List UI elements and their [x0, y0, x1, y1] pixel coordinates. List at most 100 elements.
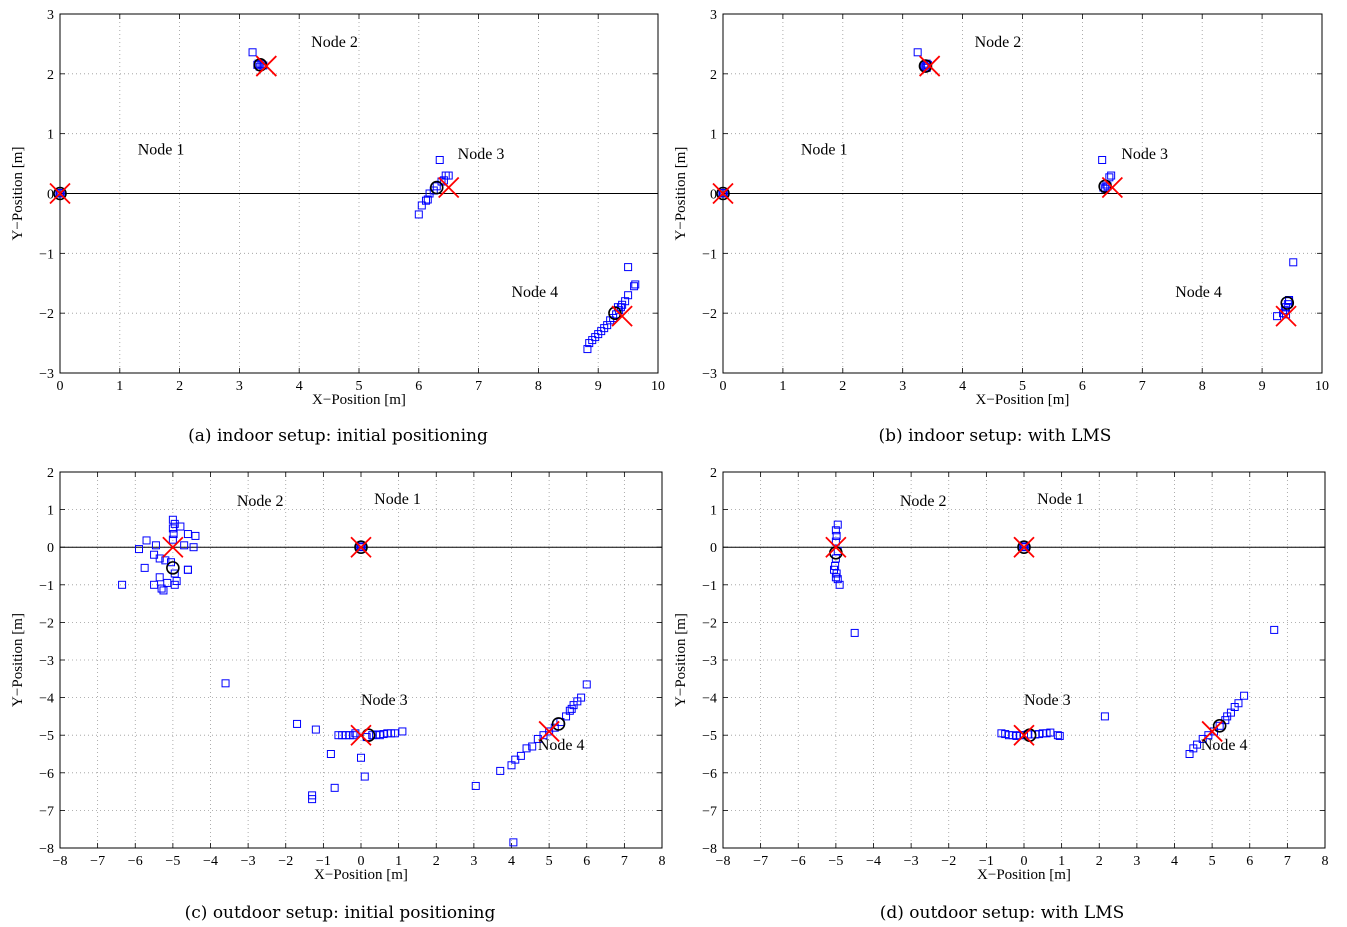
estimate-marker: [850, 628, 859, 637]
estimate-marker: [221, 679, 230, 688]
estimate-marker: [577, 693, 586, 702]
x-tick-label: −1: [316, 854, 331, 869]
y-tick-label: −1: [702, 579, 717, 594]
panel-d: (d) outdoor setup: with LMS −8 −7 −6 −5 −4 −3…: [673, 466, 1329, 923]
y-tick-label: 1: [710, 504, 717, 519]
y-tick-label: −2: [702, 307, 717, 322]
node-label: Node 3: [1024, 692, 1071, 709]
mean-estimate-marker: [608, 306, 622, 320]
y-tick-label: 3: [710, 8, 717, 23]
x-tick-label: 1: [1058, 854, 1065, 869]
estimate-marker: [248, 48, 257, 57]
x-tick-label: −6: [128, 854, 143, 869]
estimate-marker: [135, 545, 144, 554]
node-label: Node 4: [1175, 284, 1222, 301]
x-tick-label: −2: [278, 854, 293, 869]
y-axis-label: Y−Position [m]: [10, 147, 26, 241]
node-label: Node 1: [374, 491, 421, 508]
true-position-marker: [1101, 176, 1123, 199]
x-tick-label: 8: [659, 854, 666, 869]
caption-b: (b) indoor setup: with LMS: [879, 426, 1112, 446]
estimate-marker: [567, 704, 576, 713]
node-label: Node 3: [1121, 146, 1168, 163]
y-tick-label: 2: [710, 466, 717, 481]
x-tick-label: 7: [1139, 379, 1146, 394]
estimate-marker: [170, 519, 179, 528]
y-tick-label: −3: [39, 654, 54, 669]
x-tick-label: −5: [828, 854, 843, 869]
estimate-marker: [1234, 699, 1243, 708]
estimate-marker: [832, 531, 841, 540]
y-tick-label: 0: [47, 188, 54, 203]
estimate-marker: [390, 729, 399, 738]
estimate-marker: [594, 330, 603, 339]
estimate-marker: [583, 345, 592, 354]
estimate-marker: [150, 580, 159, 589]
x-tick-label: 8: [1322, 854, 1329, 869]
y-tick-label: 1: [710, 128, 717, 143]
estimate-marker: [168, 535, 177, 544]
x-tick-label: 4: [959, 379, 966, 394]
estimate-marker: [1240, 691, 1249, 700]
estimate-marker: [528, 742, 537, 751]
y-tick-label: −8: [39, 842, 54, 857]
estimate-marker: [1098, 155, 1107, 164]
true-position-marker: [1201, 720, 1223, 743]
x-tick-label: 4: [296, 379, 303, 394]
estimate-marker: [57, 188, 66, 197]
x-tick-label: 0: [720, 379, 727, 394]
estimate-marker: [603, 321, 612, 330]
y-tick-label: −4: [702, 692, 717, 707]
estimate-marker: [176, 522, 185, 531]
x-tick-label: 1: [116, 379, 123, 394]
estimate-marker: [920, 61, 929, 70]
estimate-marker: [833, 520, 842, 529]
true-position-marker: [1275, 305, 1297, 327]
estimate-marker: [360, 772, 369, 781]
estimate-marker: [631, 280, 640, 289]
x-tick-label: −7: [90, 854, 105, 869]
estimate-marker: [55, 189, 64, 198]
x-tick-label: 6: [1079, 379, 1086, 394]
estimate-marker: [585, 339, 594, 348]
estimate-marker: [471, 781, 480, 790]
true-position-marker: [255, 55, 277, 77]
estimate-marker: [1100, 712, 1109, 721]
caption-c: (c) outdoor setup: initial positioning: [185, 903, 496, 923]
y-axis-label: Y−Position [m]: [673, 613, 689, 707]
x-tick-label: 6: [583, 854, 590, 869]
node-label: Node 2: [975, 34, 1022, 51]
estimate-marker: [522, 744, 531, 753]
x-tick-label: 7: [621, 854, 628, 869]
mean-estimate-marker: [1017, 540, 1031, 555]
estimate-marker: [831, 537, 840, 546]
y-tick-label: 1: [47, 128, 54, 143]
y-tick-label: 2: [47, 68, 54, 83]
plot-frame: [59, 471, 663, 849]
y-tick-label: −3: [39, 367, 54, 382]
estimate-marker: [516, 751, 525, 760]
node-label: Node 3: [458, 146, 505, 163]
y-axis-label: Y−Position [m]: [10, 613, 26, 707]
x-tick-label: −4: [866, 854, 881, 869]
estimate-marker: [913, 48, 922, 57]
node-label: Node 2: [311, 34, 358, 51]
x-tick-label: 0: [358, 854, 365, 869]
x-tick-label: 4: [1171, 854, 1178, 869]
mean-estimate-marker: [354, 540, 368, 555]
estimate-marker: [191, 531, 200, 540]
estimate-marker: [356, 542, 365, 551]
x-tick-label: 0: [1021, 854, 1028, 869]
x-tick-label: 8: [535, 379, 542, 394]
estimate-marker: [441, 171, 450, 180]
estimate-marker: [1280, 306, 1289, 315]
x-tick-label: 2: [839, 379, 846, 394]
node-label: Node 1: [1037, 491, 1084, 508]
estimate-marker: [155, 573, 164, 582]
estimate-marker: [509, 838, 518, 847]
estimate-marker: [718, 189, 727, 198]
estimate-marker: [624, 263, 633, 272]
estimate-marker: [155, 554, 164, 563]
node-label: Node 4: [538, 737, 585, 754]
x-tick-label: 3: [470, 854, 477, 869]
